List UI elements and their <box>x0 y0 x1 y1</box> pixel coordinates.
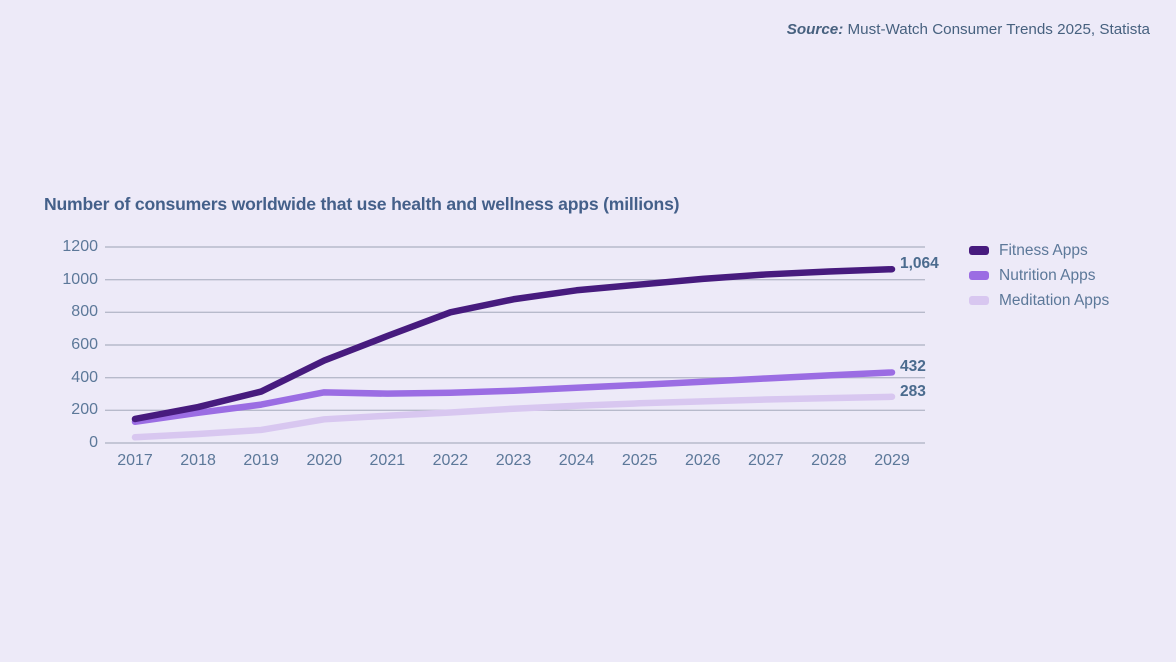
y-tick-label: 400 <box>71 368 98 386</box>
y-tick-label: 200 <box>71 401 98 419</box>
nutrition-apps-swatch-icon <box>969 271 989 280</box>
y-tick-label: 0 <box>89 434 98 451</box>
meditation-apps-swatch-icon <box>969 296 989 305</box>
chart-title: Number of consumers worldwide that use h… <box>44 194 680 214</box>
x-tick-label: 2019 <box>243 452 279 469</box>
end-value-label-fitness-apps: 1,064 <box>900 255 939 273</box>
source-label: Source: <box>786 21 844 38</box>
y-tick-label: 800 <box>71 303 98 321</box>
x-tick-label: 2024 <box>558 452 595 469</box>
x-tick-label: 2017 <box>117 452 153 469</box>
legend: Fitness Apps Nutrition Apps Meditation A… <box>969 242 1109 317</box>
legend-item-meditation-apps: Meditation Apps <box>969 292 1109 309</box>
x-tick-label: 2022 <box>432 452 469 469</box>
y-tick-label: 1200 <box>62 238 98 255</box>
series-line-meditation-apps <box>131 393 896 441</box>
series-line-fitness-apps <box>131 265 896 423</box>
x-tick-label: 2021 <box>369 452 406 469</box>
fitness-apps-swatch-icon <box>969 246 989 255</box>
x-tick-label: 2029 <box>874 452 910 469</box>
legend-label-fitness-apps: Fitness Apps <box>999 241 1088 259</box>
legend-item-nutrition-apps: Nutrition Apps <box>969 267 1109 284</box>
source-attribution: Source: Must-Watch Consumer Trends 2025,… <box>787 21 1150 38</box>
x-tick-label: 2018 <box>180 452 216 469</box>
x-tick-label: 2027 <box>748 452 784 469</box>
y-tick-label: 600 <box>71 336 98 353</box>
end-value-label-nutrition-apps: 432 <box>900 358 926 376</box>
end-value-label-meditation-apps: 283 <box>900 382 926 400</box>
x-tick-label: 2028 <box>811 452 847 469</box>
y-tick-label: 1000 <box>62 270 98 288</box>
x-tick-label: 2025 <box>621 452 658 469</box>
source-text: Must-Watch Consumer Trends 2025, Statist… <box>847 21 1150 38</box>
legend-label-meditation-apps: Meditation Apps <box>999 291 1110 309</box>
x-tick-label: 2026 <box>684 452 721 469</box>
x-tick-label: 2023 <box>495 452 532 469</box>
line-chart-plot-area <box>105 246 925 444</box>
x-tick-label: 2020 <box>306 452 343 469</box>
legend-item-fitness-apps: Fitness Apps <box>969 242 1109 259</box>
series-line-nutrition-apps <box>131 369 896 426</box>
legend-label-nutrition-apps: Nutrition Apps <box>999 266 1096 284</box>
